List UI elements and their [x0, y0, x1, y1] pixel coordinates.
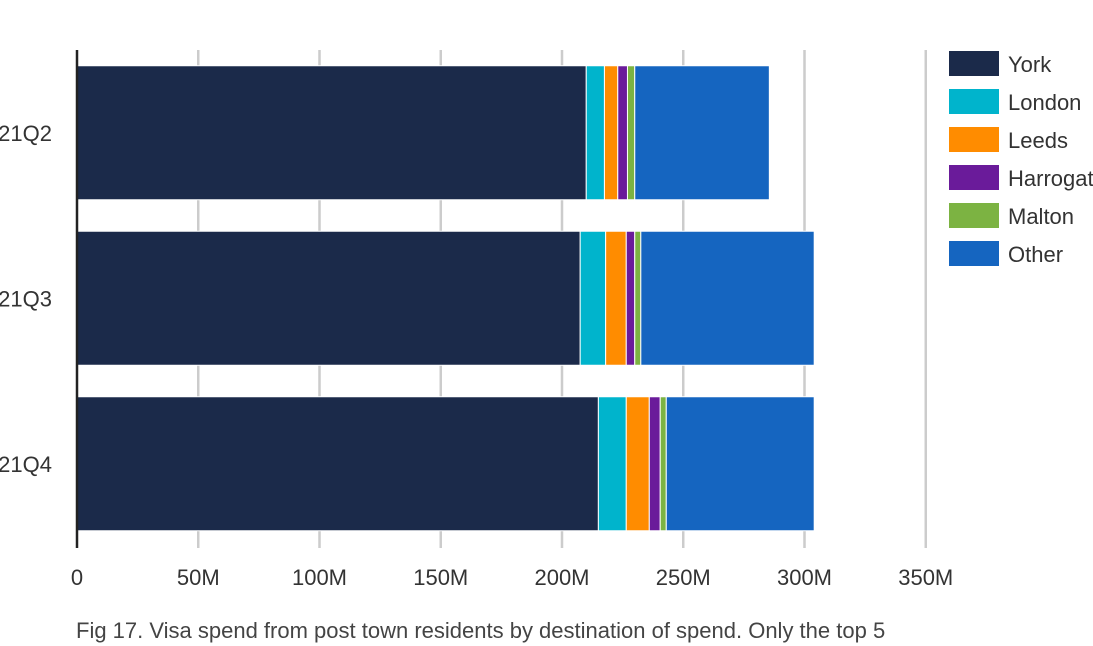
legend-label-other: Other [1008, 242, 1063, 267]
legend-label-harrogate: Harrogate [1008, 166, 1093, 191]
legend-swatch-london [949, 89, 999, 114]
bar-segment-leeds-21q2 [603, 65, 619, 201]
x-tick-label-250m: 250M [656, 565, 711, 590]
legend-swatch-leeds [949, 127, 999, 152]
bar-segment-london-21q3 [579, 230, 607, 366]
bar-segment-leeds-21q3 [605, 230, 627, 366]
bar-segment-london-21q4 [597, 396, 627, 532]
bar-segment-harrogate-21q2 [617, 65, 628, 201]
bar-segment-york-21q4 [76, 396, 599, 532]
legend-swatch-malton [949, 203, 999, 228]
x-axis-ticks: 0 50M 100M 150M 200M 250M 300M 350M [71, 565, 953, 590]
x-tick-label-100m: 100M [292, 565, 347, 590]
bar-segment-malton-21q3 [634, 230, 642, 366]
bar-segment-york-21q3 [76, 230, 581, 366]
bar-segment-other-21q2 [634, 65, 770, 201]
bar-segment-harrogate-21q4 [648, 396, 661, 532]
bar-segment-malton-21q4 [659, 396, 667, 532]
bar-segment-york-21q2 [76, 65, 587, 201]
legend-label-leeds: Leeds [1008, 128, 1068, 153]
bar-segment-other-21q3 [640, 230, 815, 366]
x-tick-label-50m: 50M [177, 565, 220, 590]
bars [76, 65, 815, 532]
chart-caption: Fig 17. Visa spend from post town reside… [76, 618, 886, 643]
bar-segment-london-21q2 [585, 65, 605, 201]
x-tick-label-350m: 350M [898, 565, 953, 590]
legend-label-york: York [1008, 52, 1052, 77]
y-tick-label-21q4: 21Q4 [0, 452, 52, 477]
x-tick-label-200m: 200M [534, 565, 589, 590]
legend-label-malton: Malton [1008, 204, 1074, 229]
x-tick-label-0: 0 [71, 565, 83, 590]
y-tick-label-21q3: 21Q3 [0, 286, 52, 311]
legend-label-london: London [1008, 90, 1081, 115]
legend-swatch-harrogate [949, 165, 999, 190]
bar-segment-harrogate-21q3 [625, 230, 636, 366]
bar-segment-other-21q4 [665, 396, 815, 532]
legend-swatch-york [949, 51, 999, 76]
bar-segment-leeds-21q4 [625, 396, 650, 532]
bar-segment-malton-21q2 [626, 65, 636, 201]
y-tick-label-21q2: 21Q2 [0, 121, 52, 146]
x-tick-label-150m: 150M [413, 565, 468, 590]
legend: York London Leeds Harrogate Malton Other [949, 51, 1093, 267]
x-tick-label-300m: 300M [777, 565, 832, 590]
legend-swatch-other [949, 241, 999, 266]
